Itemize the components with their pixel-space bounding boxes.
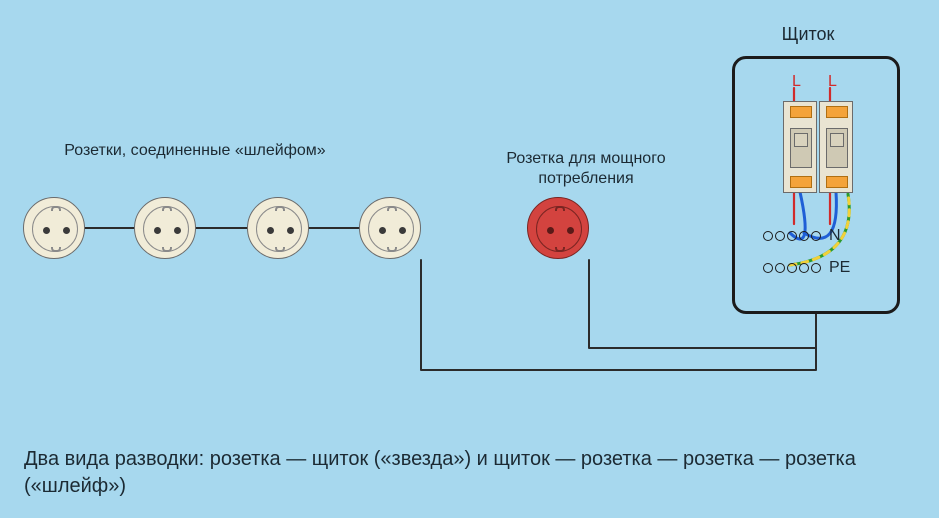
chain-socket-2 (134, 197, 196, 259)
breaker-label-L-1: L (792, 73, 801, 91)
circuit-breaker-2 (819, 101, 853, 193)
chain-socket-3 (247, 197, 309, 259)
label-dedicated-socket: Розетка для мощного потребления (456, 149, 716, 189)
diagram-canvas: Розетки, соединенные «шлейфом» Розетка д… (0, 0, 939, 518)
dedicated-socket (527, 197, 589, 259)
terminal-label-n: N (829, 227, 841, 245)
circuit-breaker-1 (783, 101, 817, 193)
label-daisy-chain: Розетки, соединенные «шлейфом» (25, 141, 365, 161)
figure-caption: Два вида разводки: розетка — щиток («зве… (24, 446, 915, 500)
breaker-label-L-2: L (828, 73, 837, 91)
chain-socket-1 (23, 197, 85, 259)
distribution-panel: L L N PE (732, 56, 900, 314)
chain-socket-4 (359, 197, 421, 259)
label-panel-title: Щиток (738, 23, 878, 46)
terminal-label-pe: PE (829, 259, 850, 277)
